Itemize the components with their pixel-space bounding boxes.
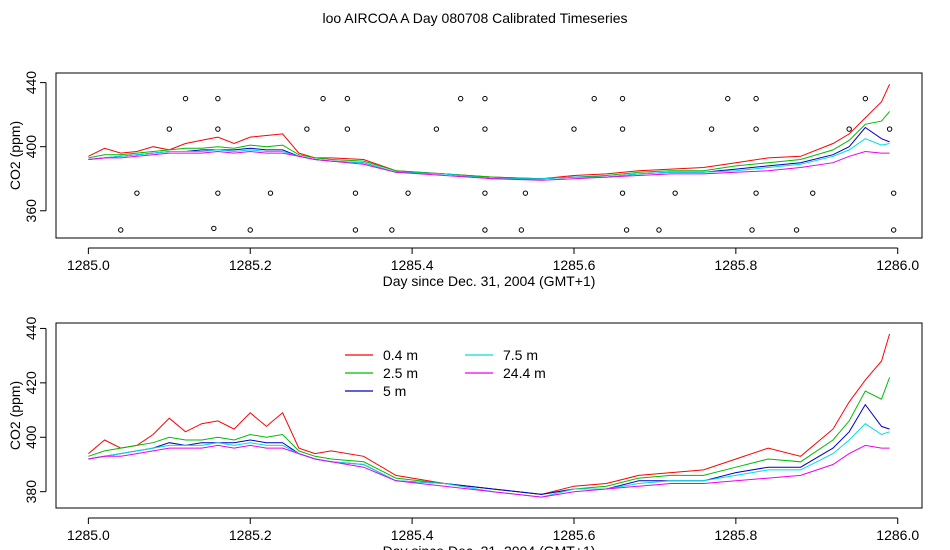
data-point	[405, 190, 411, 196]
data-point	[215, 95, 221, 102]
data-point	[134, 190, 140, 196]
data-point	[890, 190, 897, 196]
data-point	[267, 190, 274, 196]
data-point	[708, 126, 715, 132]
y-axis-label: CO2 (ppm)	[7, 381, 23, 450]
series-line	[88, 138, 890, 180]
x-tick-label: 1285.6	[553, 527, 596, 543]
data-point	[571, 126, 577, 132]
series-line	[88, 111, 890, 180]
data-point	[522, 190, 529, 196]
y-tick-label: 420	[23, 371, 39, 395]
x-tick-label: 1285.6	[553, 257, 596, 273]
x-tick-label: 1286.0	[876, 257, 919, 273]
data-point	[793, 227, 800, 233]
data-point	[753, 95, 759, 102]
data-point	[482, 190, 488, 196]
series-line-2-5-m	[88, 377, 891, 495]
x-tick-label: 1285.8	[714, 527, 757, 543]
data-point	[211, 225, 217, 232]
legend-label: 7.5 m	[503, 347, 538, 363]
data-point	[344, 95, 351, 102]
data-point	[672, 190, 678, 196]
data-point	[482, 95, 488, 102]
data-point	[247, 227, 253, 233]
series-line-0-4-m	[88, 333, 891, 495]
data-point	[846, 126, 852, 132]
y-tick-label: 360	[23, 199, 39, 223]
data-point	[753, 190, 759, 196]
x-tick-label: 1285.4	[391, 257, 434, 273]
data-point	[656, 227, 662, 233]
data-point	[619, 126, 626, 132]
data-point	[623, 227, 630, 233]
data-point	[482, 126, 488, 132]
data-point	[810, 190, 816, 196]
data-point	[591, 95, 597, 102]
series-line	[88, 83, 891, 180]
y-tick-label: 400	[23, 425, 39, 449]
data-point	[352, 190, 359, 196]
series-line	[88, 150, 890, 181]
legend-label: 24.4 m	[503, 365, 546, 381]
data-point	[389, 227, 395, 233]
series-line-5-m	[88, 403, 890, 495]
data-point	[482, 227, 488, 233]
x-tick-label: 1285.8	[714, 257, 757, 273]
x-tick-label: 1285.2	[229, 527, 272, 543]
data-point	[215, 190, 221, 196]
series-line-7-5-m	[88, 423, 890, 498]
x-tick-label: 1285.2	[229, 257, 272, 273]
data-point	[619, 95, 626, 102]
x-axis-label: Day since Dec. 31, 2004 (GMT+1)	[383, 543, 596, 550]
data-point	[725, 95, 731, 102]
data-point	[215, 126, 221, 132]
legend-label: 2.5 m	[383, 365, 418, 381]
y-tick-label: 400	[23, 135, 39, 159]
data-point	[344, 126, 351, 132]
plot-frame	[55, 322, 923, 509]
data-point	[352, 227, 359, 233]
data-point	[304, 126, 310, 132]
data-point	[753, 126, 759, 132]
data-point	[182, 95, 189, 102]
data-point	[518, 227, 525, 233]
data-point	[619, 190, 626, 196]
x-tick-label: 1286.0	[876, 527, 919, 543]
data-point	[118, 227, 124, 233]
data-point	[320, 95, 326, 102]
y-tick-label: 440	[23, 317, 39, 341]
y-tick-label: 380	[23, 480, 39, 504]
plot-frame	[55, 72, 923, 239]
legend: 0.4 m 2.5 m 5 m 7.5 m 24.4 m	[345, 347, 546, 399]
series-line-24-4-m	[88, 444, 890, 498]
x-tick-label: 1285.0	[67, 527, 110, 543]
top-panel: 1285.0 1285.2 1285.4 1285.6 1285.8 1286.0 Day …	[7, 71, 923, 289]
y-axis-label: CO2 (ppm)	[7, 121, 23, 190]
page-title: loo AIRCOA A Day 080708 Calibrated Times…	[322, 10, 628, 26]
legend-label: 0.4 m	[383, 347, 418, 363]
data-point	[457, 95, 464, 102]
x-tick-label: 1285.0	[67, 257, 110, 273]
x-axis-label: Day since Dec. 31, 2004 (GMT+1)	[383, 273, 596, 289]
legend-label: 5 m	[383, 383, 406, 399]
data-point	[433, 126, 440, 132]
x-tick-label: 1285.4	[391, 527, 434, 543]
y-tick-label: 440	[23, 71, 39, 95]
data-point	[886, 126, 893, 132]
data-point	[166, 126, 173, 132]
data-point	[890, 227, 897, 233]
data-point	[749, 227, 755, 233]
bottom-panel: 1285.0 1285.2 1285.4 1285.6 1285.8 1286.0 Day …	[7, 317, 923, 550]
data-point	[862, 95, 869, 102]
